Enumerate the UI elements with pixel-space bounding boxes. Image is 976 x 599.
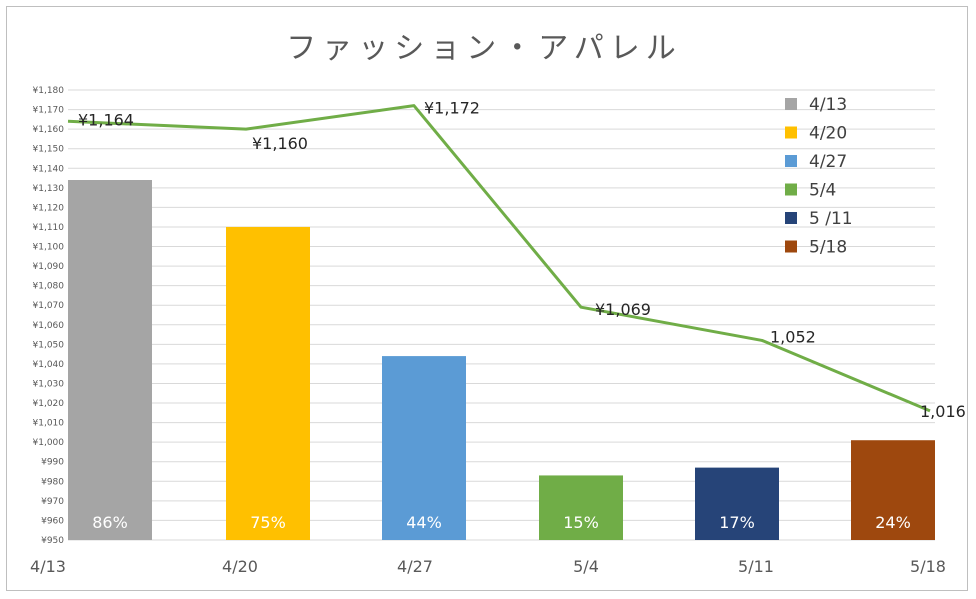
line-data-label: 1,052 xyxy=(770,327,816,346)
y-tick-label: ¥1,100 xyxy=(33,243,65,253)
y-tick-label: ¥1,180 xyxy=(33,86,65,96)
y-tick-label: ¥1,140 xyxy=(33,164,65,174)
x-tick-label: 5/4 xyxy=(573,557,599,576)
bar-data-label: 75% xyxy=(250,513,286,532)
y-tick-label: ¥1,050 xyxy=(33,340,65,350)
bar xyxy=(226,226,310,540)
bar-labels: 86% 75% 44% 15% 17% 24% xyxy=(92,513,911,532)
bar xyxy=(695,467,779,540)
y-tick-label: ¥1,090 xyxy=(33,262,65,272)
x-tick-label: 4/13 xyxy=(30,557,66,576)
bar xyxy=(851,440,935,540)
y-tick-label: ¥970 xyxy=(41,497,64,507)
legend-label: 4/13 xyxy=(809,95,847,115)
legend-label: 4/20 xyxy=(809,124,847,144)
x-axis: 4/13 4/20 4/27 5/4 5/11 5/18 xyxy=(30,557,946,576)
legend-label: 5/18 xyxy=(809,238,847,258)
bar xyxy=(68,180,152,540)
chart-title: ファッション・アパレル xyxy=(286,31,681,66)
y-tick-label: ¥980 xyxy=(41,477,64,487)
line-data-label: ¥1,164 xyxy=(78,110,134,129)
y-tick-label: ¥1,160 xyxy=(33,125,65,135)
y-tick-label: ¥1,110 xyxy=(33,223,65,233)
line-data-label: ¥1,069 xyxy=(595,300,651,319)
y-tick-label: ¥1,130 xyxy=(33,184,65,194)
y-tick-label: ¥1,030 xyxy=(33,379,65,389)
line-data-label: 1,016 xyxy=(920,402,966,421)
bar xyxy=(539,475,623,540)
line-labels: ¥1,164 ¥1,160 ¥1,172 ¥1,069 1,052 1,016 xyxy=(78,99,966,421)
bar-data-label: 17% xyxy=(719,513,755,532)
x-tick-label: 4/27 xyxy=(397,557,433,576)
y-axis: ¥950 ¥960 ¥970 ¥980 ¥990 ¥1,000 ¥1,010 ¥1,020 ¥1… xyxy=(33,86,65,546)
bars xyxy=(68,180,935,540)
y-tick-label: ¥1,080 xyxy=(33,282,65,292)
bar xyxy=(382,356,466,540)
chart-frame xyxy=(6,6,968,591)
legend-swatch xyxy=(785,155,797,167)
legend-label: 4/27 xyxy=(809,152,847,172)
y-tick-label: ¥990 xyxy=(41,458,64,468)
y-tick-label: ¥1,120 xyxy=(33,203,65,213)
bar-data-label: 44% xyxy=(406,513,442,532)
legend-label: 5/4 xyxy=(809,181,836,201)
legend-label: 5 /11 xyxy=(809,209,853,229)
y-tick-label: ¥1,170 xyxy=(33,106,65,116)
line-data-label: ¥1,160 xyxy=(252,134,308,153)
bar-data-label: 86% xyxy=(92,513,128,532)
price-line xyxy=(67,104,931,413)
y-tick-label: ¥950 xyxy=(41,536,64,546)
gridlines xyxy=(68,89,935,541)
price-line-path xyxy=(67,104,931,413)
legend-swatch xyxy=(785,183,797,196)
bar-data-label: 15% xyxy=(563,513,599,532)
y-tick-label: ¥1,060 xyxy=(33,321,65,331)
y-tick-label: ¥1,150 xyxy=(33,145,65,155)
legend: 4/13 4/20 4/27 5/4 5 /11 5/18 xyxy=(785,95,853,258)
x-tick-label: 4/20 xyxy=(222,557,258,576)
y-tick-label: ¥1,020 xyxy=(33,399,65,409)
legend-swatch xyxy=(785,126,797,139)
x-tick-label: 5/11 xyxy=(738,557,774,576)
y-tick-label: ¥1,000 xyxy=(33,438,65,448)
y-tick-label: ¥1,040 xyxy=(33,360,65,370)
legend-swatch xyxy=(785,212,797,224)
line-data-label: ¥1,172 xyxy=(424,99,480,118)
bar-data-label: 24% xyxy=(875,513,911,532)
legend-swatch xyxy=(785,240,797,253)
y-tick-label: ¥1,070 xyxy=(33,301,65,311)
x-tick-label: 5/18 xyxy=(910,557,946,576)
y-tick-label: ¥1,010 xyxy=(33,419,65,429)
y-tick-label: ¥960 xyxy=(41,516,64,526)
legend-swatch xyxy=(785,98,797,110)
